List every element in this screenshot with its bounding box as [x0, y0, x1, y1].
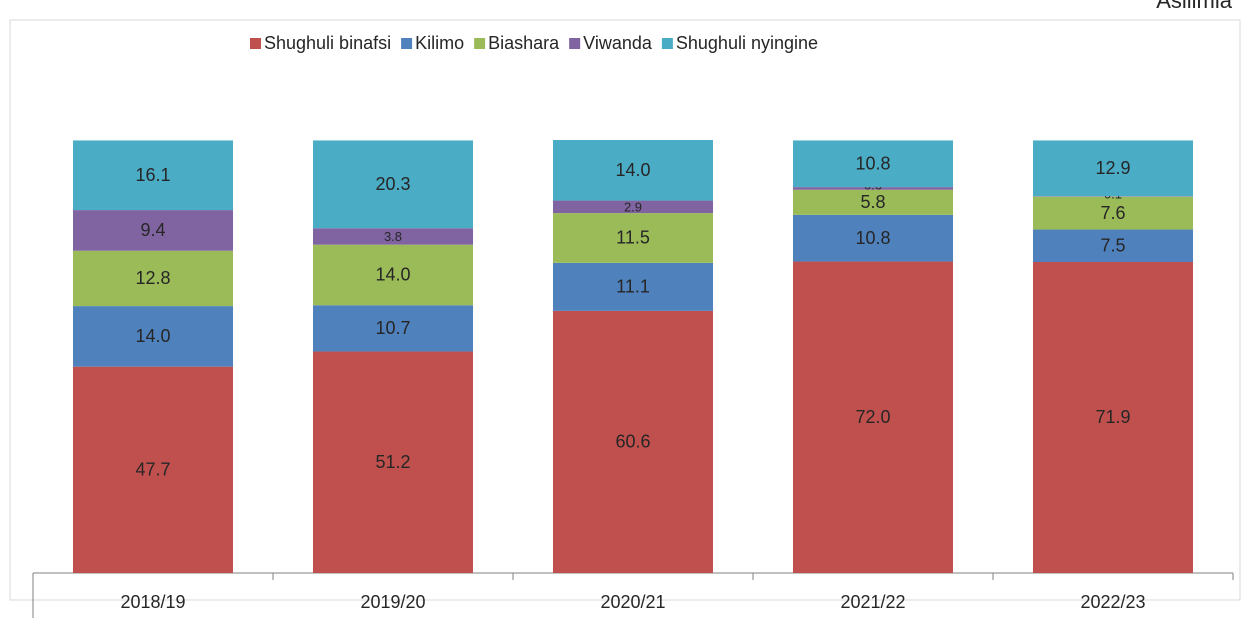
- bar-segment: [553, 213, 713, 263]
- legend-label: Biashara: [488, 33, 560, 53]
- value-label: 20.3: [375, 174, 410, 194]
- bar-segment: [313, 140, 473, 229]
- bar-segment: [73, 210, 233, 251]
- legend-label: Shughuli nyingine: [676, 33, 818, 53]
- value-label: 14.0: [375, 265, 410, 285]
- legend-label: Kilimo: [415, 33, 464, 53]
- bar-segment: [553, 200, 713, 214]
- legend-label: Shughuli binafsi: [264, 33, 391, 53]
- bar-segment: [1033, 261, 1193, 573]
- bar-segment: [793, 140, 953, 188]
- bar-segment: [553, 262, 713, 311]
- bar-segment: [1033, 140, 1193, 197]
- value-label: 2.9: [624, 199, 642, 214]
- legend-label: Viwanda: [583, 33, 653, 53]
- bar-segment: [793, 214, 953, 262]
- x-tick-label: 2021/22: [840, 592, 905, 612]
- bar-segment: [553, 310, 713, 573]
- bar-segment: [313, 305, 473, 352]
- value-label: 7.5: [1100, 236, 1125, 256]
- x-tick-label: 2020/21: [600, 592, 665, 612]
- value-label: 12.9: [1095, 158, 1130, 178]
- value-label: 14.0: [135, 326, 170, 346]
- legend-swatch: [474, 38, 486, 49]
- bar-segment: [73, 306, 233, 367]
- legend-swatch: [401, 38, 413, 49]
- chart-frame: [9, 19, 1241, 601]
- bar-segment: [793, 261, 953, 573]
- bar-segment: [73, 140, 233, 211]
- bar-segment: [313, 244, 473, 306]
- bar-segment: [73, 250, 233, 307]
- x-tick-label: 2022/23: [1080, 592, 1145, 612]
- value-label: 12.8: [135, 268, 170, 288]
- bar-segment: [553, 140, 713, 201]
- legend-swatch: [250, 38, 261, 49]
- value-label: 47.7: [135, 460, 170, 480]
- bar-segment: [313, 351, 473, 573]
- bar-segment: [1033, 229, 1193, 262]
- value-label: 9.4: [140, 220, 165, 240]
- bar-segment: [793, 187, 953, 190]
- x-tick-label: 2019/20: [360, 592, 425, 612]
- legend-swatch: [661, 38, 673, 49]
- bar-segment: [73, 366, 233, 573]
- value-label: 16.1: [135, 165, 170, 185]
- value-label: 10.7: [375, 318, 410, 338]
- x-tick-label: 2018/19: [120, 592, 185, 612]
- bar-segment: [313, 228, 473, 245]
- unit-label: Asilimia: [1156, 0, 1233, 13]
- value-label: 3.8: [384, 229, 402, 244]
- bar-segment: [1033, 196, 1193, 230]
- value-label: 14.0: [615, 160, 650, 180]
- value-label: 60.6: [615, 432, 650, 452]
- value-label: 51.2: [375, 452, 410, 472]
- value-label: 5.8: [860, 192, 885, 212]
- legend-swatch: [569, 38, 581, 49]
- value-label: 10.8: [855, 154, 890, 174]
- value-label: 10.8: [855, 228, 890, 248]
- value-label: 72.0: [855, 407, 890, 427]
- value-label: 7.6: [1100, 203, 1125, 223]
- bar-segment: [793, 189, 953, 215]
- value-label: 11.5: [616, 228, 650, 248]
- value-label: 11.1: [616, 277, 650, 297]
- value-label: 71.9: [1095, 407, 1130, 427]
